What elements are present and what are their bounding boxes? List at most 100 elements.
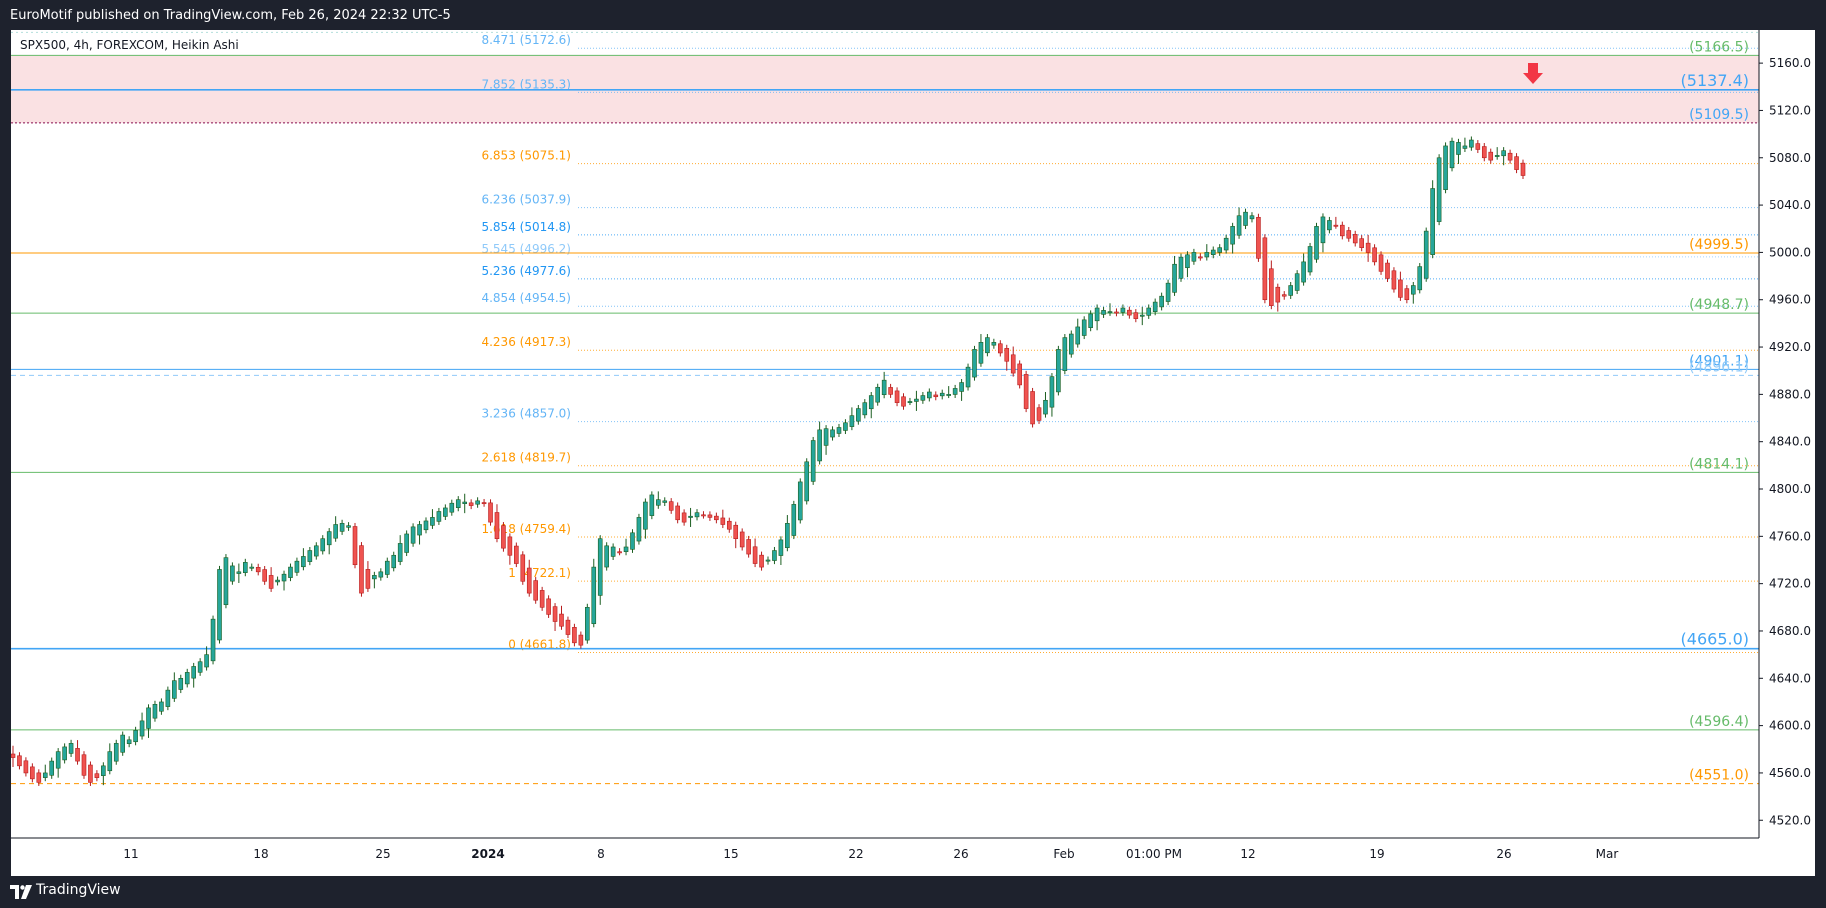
candle-body xyxy=(539,590,545,608)
candle-body xyxy=(1249,215,1255,220)
fib-level-label: 4.236 (4917.3) xyxy=(481,335,571,349)
price-tick-label: 4640.0 xyxy=(1769,671,1811,685)
candle-body xyxy=(126,739,132,744)
candle-body xyxy=(55,751,61,769)
candle-body xyxy=(391,554,397,569)
candle-body xyxy=(1469,139,1474,148)
candle-body xyxy=(1417,266,1423,291)
time-tick-label: 18 xyxy=(253,847,268,861)
fib-level-label: 4.854 (4954.5) xyxy=(481,291,571,305)
candle-body xyxy=(1398,279,1403,298)
candle-body xyxy=(1359,238,1364,248)
price-tick-label: 4760.0 xyxy=(1769,529,1811,543)
horizontal-level-label: (4999.5) xyxy=(1689,237,1749,253)
candle-body xyxy=(1262,237,1268,301)
candle-body xyxy=(1333,224,1339,227)
candle-body xyxy=(443,507,448,517)
candle-body xyxy=(30,766,35,780)
candle-body xyxy=(11,753,16,758)
candle-body xyxy=(733,524,739,539)
candle-body xyxy=(1391,270,1397,290)
footer-bar: TradingView xyxy=(0,876,1826,908)
candle-body xyxy=(849,415,855,427)
candle-body xyxy=(1430,188,1435,255)
horizontal-level-label: (4596.4) xyxy=(1689,714,1749,730)
candle-body xyxy=(765,559,771,562)
candle-body xyxy=(875,386,881,403)
candle-body xyxy=(204,654,209,668)
candle-body xyxy=(1404,288,1410,301)
fib-level-label: 7.852 (5135.3) xyxy=(481,77,571,91)
candle-body xyxy=(326,531,332,546)
candle-body xyxy=(578,634,584,646)
candle-body xyxy=(1198,256,1203,259)
candle-body xyxy=(417,524,422,536)
candle-body xyxy=(726,520,732,530)
candle-body xyxy=(1236,215,1242,236)
time-tick-label: 11 xyxy=(123,847,138,861)
candle-body xyxy=(1327,220,1332,231)
candle-body xyxy=(1352,234,1358,244)
chart-panel[interactable]: 8.471 (5172.6) 7.852 (5135.3) 6.853 (5075.… xyxy=(11,30,1815,876)
candle-body xyxy=(681,512,687,523)
candle-body xyxy=(1004,348,1010,362)
candle-body xyxy=(791,504,797,536)
candle-body xyxy=(901,396,906,407)
price-tick-label: 4960.0 xyxy=(1769,293,1811,307)
price-chart[interactable]: 8.471 (5172.6) 7.852 (5135.3) 6.853 (5075.… xyxy=(11,30,1815,876)
candle-body xyxy=(178,677,184,690)
candle-body xyxy=(68,743,74,754)
candle-body xyxy=(978,342,984,364)
candle-body xyxy=(1081,319,1087,336)
candle-body xyxy=(856,408,861,422)
candle-body xyxy=(307,550,313,562)
candle-body xyxy=(94,773,100,778)
candle-body xyxy=(243,562,248,573)
candle-body xyxy=(772,550,777,561)
fib-level-label: 8.471 (5172.6) xyxy=(481,33,571,47)
candle-body xyxy=(1320,216,1326,244)
candle-body xyxy=(462,501,468,504)
candle-body xyxy=(1030,391,1035,425)
candle-body xyxy=(591,566,597,625)
publish-header: EuroMotif published on TradingView.com, … xyxy=(0,0,1826,30)
candle-body xyxy=(630,532,635,550)
candle-body xyxy=(759,554,764,568)
candle-body xyxy=(333,524,338,539)
candle-body xyxy=(894,390,900,403)
candle-body xyxy=(236,571,242,574)
candle-body xyxy=(1443,145,1448,190)
candle-body xyxy=(288,566,293,578)
candle-body xyxy=(1204,252,1210,258)
candle-body xyxy=(217,569,222,641)
price-scale-bg xyxy=(1759,30,1815,876)
horizontal-level-label: (4948.7) xyxy=(1689,297,1749,313)
candle-body xyxy=(636,517,642,542)
candle-body xyxy=(1036,407,1042,421)
candle-body xyxy=(404,533,409,553)
candle-body xyxy=(675,505,680,521)
candle-body xyxy=(1340,224,1345,237)
candle-body xyxy=(359,545,364,594)
candle-body xyxy=(1185,254,1190,269)
candle-body xyxy=(597,538,603,596)
fib-level-label: 5.854 (5014.8) xyxy=(481,220,571,234)
candle-body xyxy=(1243,211,1248,226)
candle-body xyxy=(1017,363,1022,386)
candle-body xyxy=(985,337,990,354)
candle-body xyxy=(1275,286,1281,303)
candle-body xyxy=(423,520,429,531)
candle-body xyxy=(804,461,810,502)
candle-body xyxy=(714,515,719,521)
candle-body xyxy=(365,569,371,589)
tradingview-logo-icon xyxy=(10,885,32,899)
candle-body xyxy=(914,398,919,402)
candle-body xyxy=(797,481,803,521)
candle-body xyxy=(294,560,300,573)
candle-body xyxy=(1230,226,1235,245)
candle-body xyxy=(610,546,616,557)
candle-body xyxy=(230,565,235,582)
candle-body xyxy=(430,517,435,526)
candle-body xyxy=(23,760,29,774)
candle-body xyxy=(1152,301,1158,312)
